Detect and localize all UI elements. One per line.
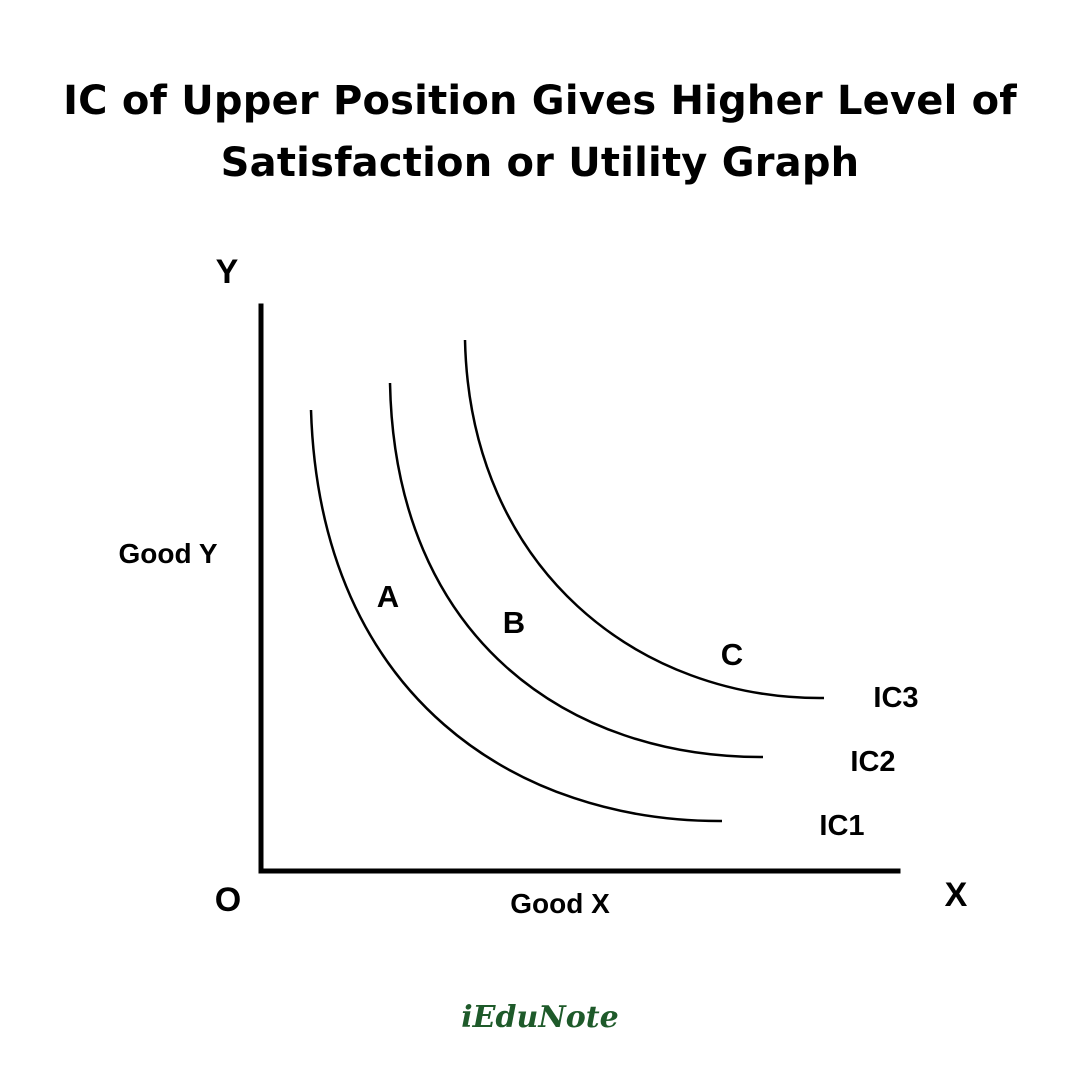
point-label-b: B: [503, 605, 525, 640]
curve-label-ic1: IC1: [819, 810, 864, 842]
point-label-a: A: [377, 579, 399, 614]
y-axis-letter: Y: [216, 253, 239, 291]
title-line-1: IC of Upper Position Gives Higher Level …: [63, 78, 1017, 124]
origin-label: O: [215, 881, 241, 919]
x-axis-letter: X: [945, 876, 968, 914]
curve-ic1: [309, 409, 723, 823]
x-axis-title: Good X: [510, 888, 610, 919]
title-line-2: Satisfaction or Utility Graph: [220, 140, 860, 186]
y-axis-title: Good Y: [118, 538, 217, 569]
curve-label-ic2: IC2: [850, 746, 895, 778]
curve-ic3: [463, 339, 825, 700]
point-label-c: C: [721, 637, 743, 672]
brand-logo: iEduNote: [461, 1000, 619, 1035]
diagram-title: IC of Upper Position Gives Higher Level …: [0, 70, 1080, 194]
curve-ic2: [388, 382, 764, 759]
curve-label-ic3: IC3: [873, 682, 918, 714]
